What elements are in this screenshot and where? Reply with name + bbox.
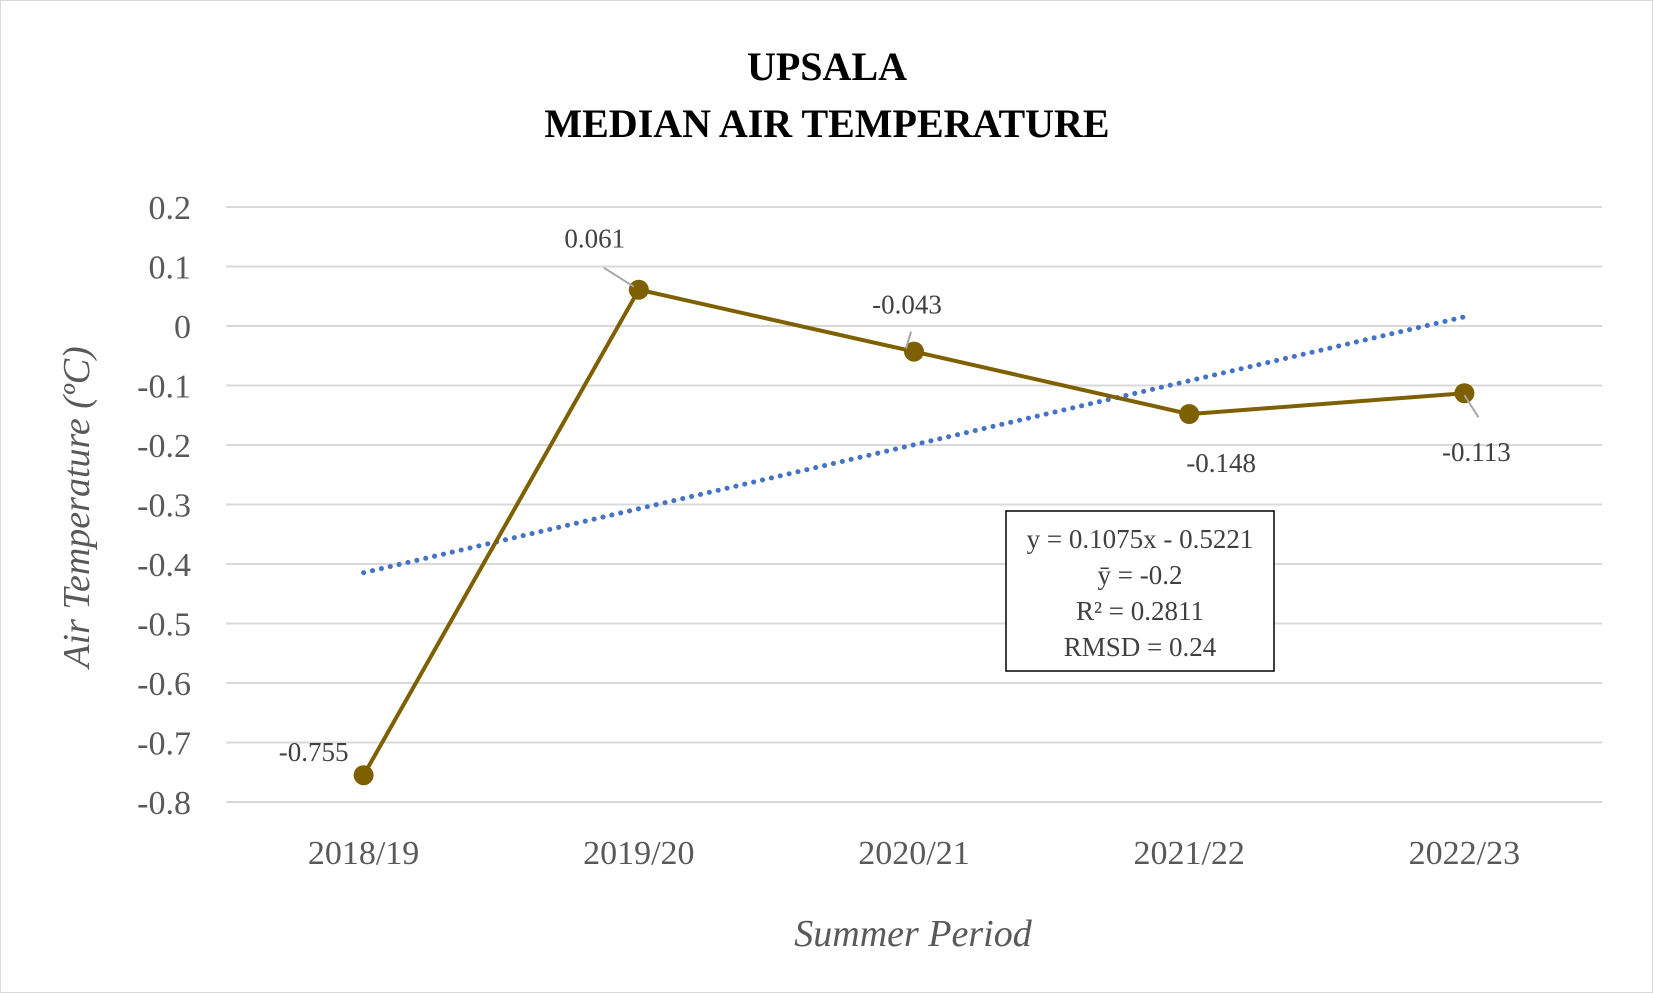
- x-tick-label: 2021/22: [1133, 835, 1244, 872]
- data-label-leader: [905, 331, 912, 349]
- stats-mean: ȳ = -0.2: [1098, 560, 1183, 590]
- data-label-leader: [1463, 394, 1480, 418]
- chart-title-line-1: UPSALA: [747, 44, 907, 89]
- x-tick-label: 2018/19: [308, 835, 419, 872]
- stats-equation: y = 0.1075x - 0.5221: [1027, 524, 1254, 554]
- y-tick-label: 0: [174, 309, 191, 346]
- y-tick-label: 0.1: [149, 250, 192, 287]
- x-tick-label: 2019/20: [583, 835, 694, 872]
- data-label: -0.755: [279, 737, 349, 767]
- regression-stats-box: y = 0.1075x - 0.5221 ȳ = -0.2 R² = 0.281…: [1005, 510, 1275, 672]
- data-point: [628, 279, 649, 300]
- stats-r-squared: R² = 0.2811: [1076, 596, 1204, 626]
- y-tick-label: -0.2: [137, 428, 191, 465]
- x-tick-label: 2022/23: [1409, 835, 1520, 872]
- stats-box-border: [1005, 510, 1275, 672]
- series-line: [361, 287, 1465, 777]
- y-tick-label: -0.6: [137, 666, 191, 703]
- data-point: [353, 765, 374, 786]
- y-tick-label: -0.4: [137, 547, 191, 584]
- trendline: [361, 314, 1467, 576]
- y-axis-title: Air Temperature (ºC): [56, 346, 98, 670]
- data-label: -0.148: [1186, 448, 1256, 478]
- data-point: [1454, 383, 1475, 404]
- y-tick-label: 0.2: [149, 190, 192, 227]
- chart-title-line-2: MEDIAN AIR TEMPERATURE: [544, 101, 1109, 146]
- y-tick-label: -0.1: [137, 369, 191, 406]
- data-label: -0.043: [872, 290, 942, 320]
- x-axis-title: Summer Period: [794, 913, 1032, 955]
- stats-rmsd: RMSD = 0.24: [1064, 632, 1217, 662]
- data-label-leader: [603, 266, 635, 288]
- data-point: [904, 341, 924, 362]
- x-tick-label: 2020/21: [858, 835, 969, 872]
- data-point: [1179, 404, 1200, 425]
- y-tick-label: -0.3: [137, 488, 191, 525]
- data-label: 0.061: [564, 224, 625, 254]
- y-tick-label: -0.5: [137, 607, 191, 644]
- data-label: -0.113: [1442, 437, 1511, 467]
- y-tick-label: -0.7: [137, 726, 191, 763]
- y-tick-label: -0.8: [137, 785, 191, 822]
